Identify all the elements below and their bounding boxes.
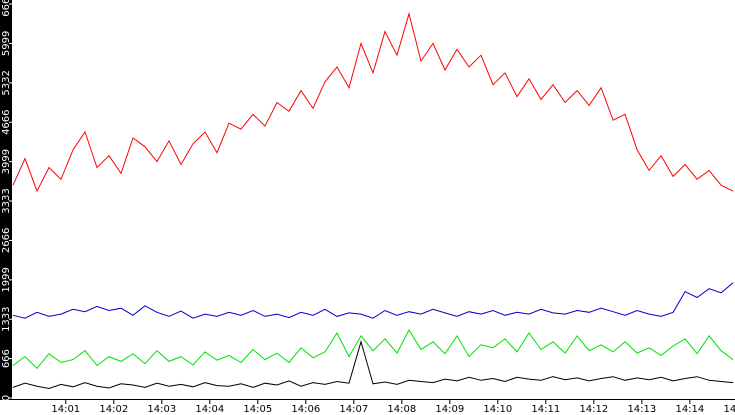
y-tick-label: 3999 [1,149,12,174]
y-tick-label: 4666 [1,109,12,134]
series-line [12,11,734,193]
series-line [12,339,734,390]
x-tick-label: 14:10 [483,404,512,415]
y-tick-label: 1333 [1,306,12,331]
y-tick-label: 3333 [1,188,12,213]
y-tick-label: 1999 [1,267,12,292]
x-tick-label: 14:05 [243,404,272,415]
x-tick-label: 14:02 [99,404,128,415]
y-tick-label: 0 [1,395,12,401]
x-tick-label: 14:08 [387,404,416,415]
y-axis-strip [0,0,12,400]
series-line [12,328,734,370]
x-tick-label: 14:14 [675,404,704,415]
y-tick-label: 5332 [1,70,12,95]
x-tick-label: 14:03 [147,404,176,415]
x-tick-label: 14:12 [579,404,608,415]
x-tick-label: 14:06 [291,404,320,415]
x-tick-label: 14:04 [195,404,224,415]
x-tick-label: 14:11 [531,404,560,415]
x-tick-label: 14:15 [723,404,735,415]
x-tick-label: 14:13 [627,404,656,415]
series-line [12,282,734,319]
plot-area [12,11,734,390]
y-tick-label: 2666 [1,228,12,253]
y-tick-label: 6666 [1,0,12,17]
y-tick-label: 666 [1,349,12,368]
x-tick-label: 14:09 [435,404,464,415]
y-tick-label: 5999 [1,31,12,56]
x-tick-label: 14:07 [339,404,368,415]
x-tick-label: 14:01 [51,404,80,415]
